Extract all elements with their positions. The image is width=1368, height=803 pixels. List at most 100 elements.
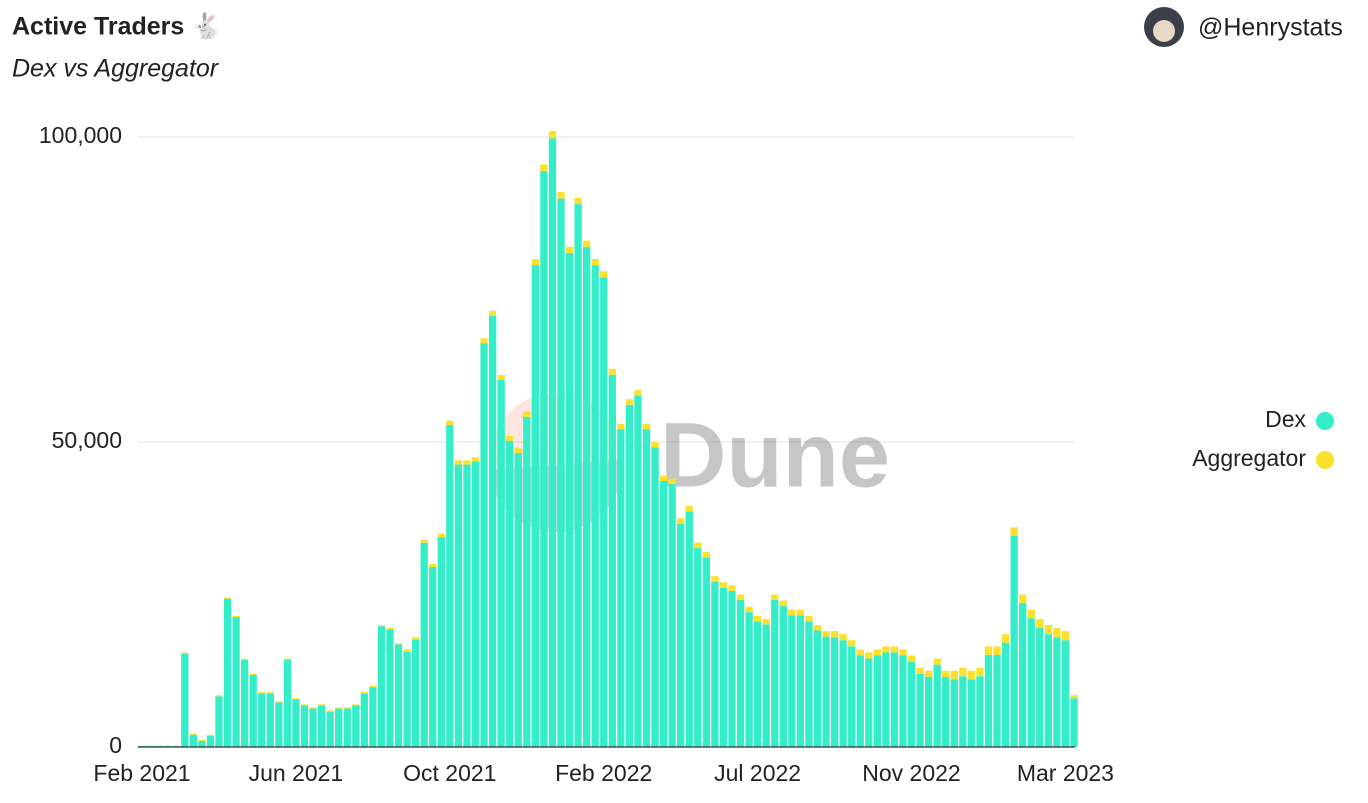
bar-segment: [967, 679, 976, 747]
bar-segment: [865, 652, 873, 659]
bar-segment: [317, 704, 326, 706]
watermark-text: Dune: [660, 404, 890, 506]
bar-segment: [1061, 631, 1070, 641]
bar-segment: [292, 698, 300, 700]
bar-segment: [275, 701, 283, 703]
bar-segment: [548, 130, 557, 139]
bar-segment: [882, 652, 890, 747]
bar-segment: [369, 687, 377, 747]
bar-segment: [446, 420, 454, 425]
bar-segment: [651, 447, 659, 747]
bar-segment: [796, 609, 805, 616]
bar-segment: [694, 548, 702, 747]
bar-segment: [377, 625, 386, 627]
bar-segment: [779, 606, 787, 747]
bar-segment: [651, 442, 659, 448]
bar-segment: [865, 658, 873, 747]
bar-segment: [754, 615, 762, 622]
y-tick-label: 100,000: [39, 122, 122, 148]
bar-segment: [659, 481, 668, 747]
x-tick-label: Feb 2022: [555, 760, 652, 786]
bar-segment: [1001, 642, 1010, 747]
bar-segment: [258, 693, 266, 747]
bar-segment: [1019, 594, 1027, 604]
bar-segment: [463, 464, 471, 747]
bar-segment: [420, 539, 428, 543]
bar-segment: [497, 374, 505, 380]
bar-segment: [386, 628, 394, 630]
bar-segment: [976, 667, 984, 677]
bar-segment: [890, 652, 899, 747]
bar-segment: [557, 198, 565, 748]
bar-segment: [155, 745, 163, 747]
bar-segment: [959, 667, 967, 677]
bar-segment: [394, 644, 403, 747]
bar-segment: [326, 710, 334, 712]
bar-segment: [830, 631, 839, 638]
bar-segment: [326, 711, 334, 747]
chart-subtitle: Dex vs Aggregator: [12, 55, 220, 83]
bar-segment: [335, 708, 343, 747]
bar-segment: [736, 594, 745, 600]
bar-segment: [352, 705, 360, 747]
bar-segment: [164, 745, 172, 747]
bar-segment: [959, 676, 967, 747]
x-tick-label: Mar 2023: [1017, 760, 1114, 786]
bar-segment: [583, 240, 591, 247]
bar-segment: [454, 464, 463, 747]
bar-segment: [711, 581, 719, 747]
bar-segment: [292, 699, 300, 747]
bar-segment: [394, 643, 403, 645]
bar-segment: [343, 708, 351, 747]
bar-segment: [506, 440, 514, 747]
bar-segment: [300, 704, 309, 706]
bar-segment: [805, 621, 813, 747]
bar-segment: [839, 640, 847, 747]
bar-segment: [745, 612, 753, 747]
bar-segment: [531, 259, 539, 266]
bar-segment: [1010, 527, 1018, 536]
bar-segment: [429, 567, 437, 747]
bar-segment: [488, 315, 497, 747]
bar-segment: [933, 664, 941, 747]
bar-segment: [1044, 634, 1052, 747]
bar-segment: [634, 390, 642, 396]
bar-segment: [634, 395, 642, 747]
bar-segment: [805, 615, 813, 622]
x-tick-label: Feb 2021: [93, 760, 190, 786]
bar-segment: [360, 692, 368, 694]
bar-segment: [659, 475, 668, 482]
bar-segment: [916, 673, 924, 747]
bar-segment: [565, 252, 574, 747]
legend-label: Dex: [1265, 406, 1306, 432]
bar-segment: [574, 204, 582, 748]
bar-segment: [1061, 640, 1070, 747]
bar-segment: [591, 259, 599, 266]
bar-segment: [232, 617, 240, 747]
bar-segment: [830, 637, 839, 747]
x-tick-label: Oct 2021: [403, 760, 496, 786]
bar-segment: [625, 404, 634, 747]
bar-segment: [788, 615, 796, 747]
bar-segment: [642, 429, 651, 747]
bar-segment: [1027, 609, 1035, 619]
bar-segment: [241, 658, 249, 660]
bar-segment: [249, 675, 257, 747]
bar-segment: [309, 707, 317, 709]
bar-segment: [899, 655, 907, 747]
bar-segment: [420, 542, 428, 747]
bar-segment: [728, 590, 736, 747]
bar-segment: [719, 587, 728, 747]
bar-segment: [762, 624, 770, 747]
bar-segment: [925, 676, 933, 747]
bar-segment: [223, 598, 232, 747]
bar-segment: [668, 484, 676, 747]
bar-segment: [317, 705, 326, 747]
bar-segment: [702, 557, 710, 747]
bar-segment: [1044, 625, 1052, 635]
bar-segment: [258, 692, 266, 694]
bar-segment: [796, 615, 805, 747]
legend-marker: [1316, 451, 1334, 469]
bar-segment: [788, 609, 796, 616]
